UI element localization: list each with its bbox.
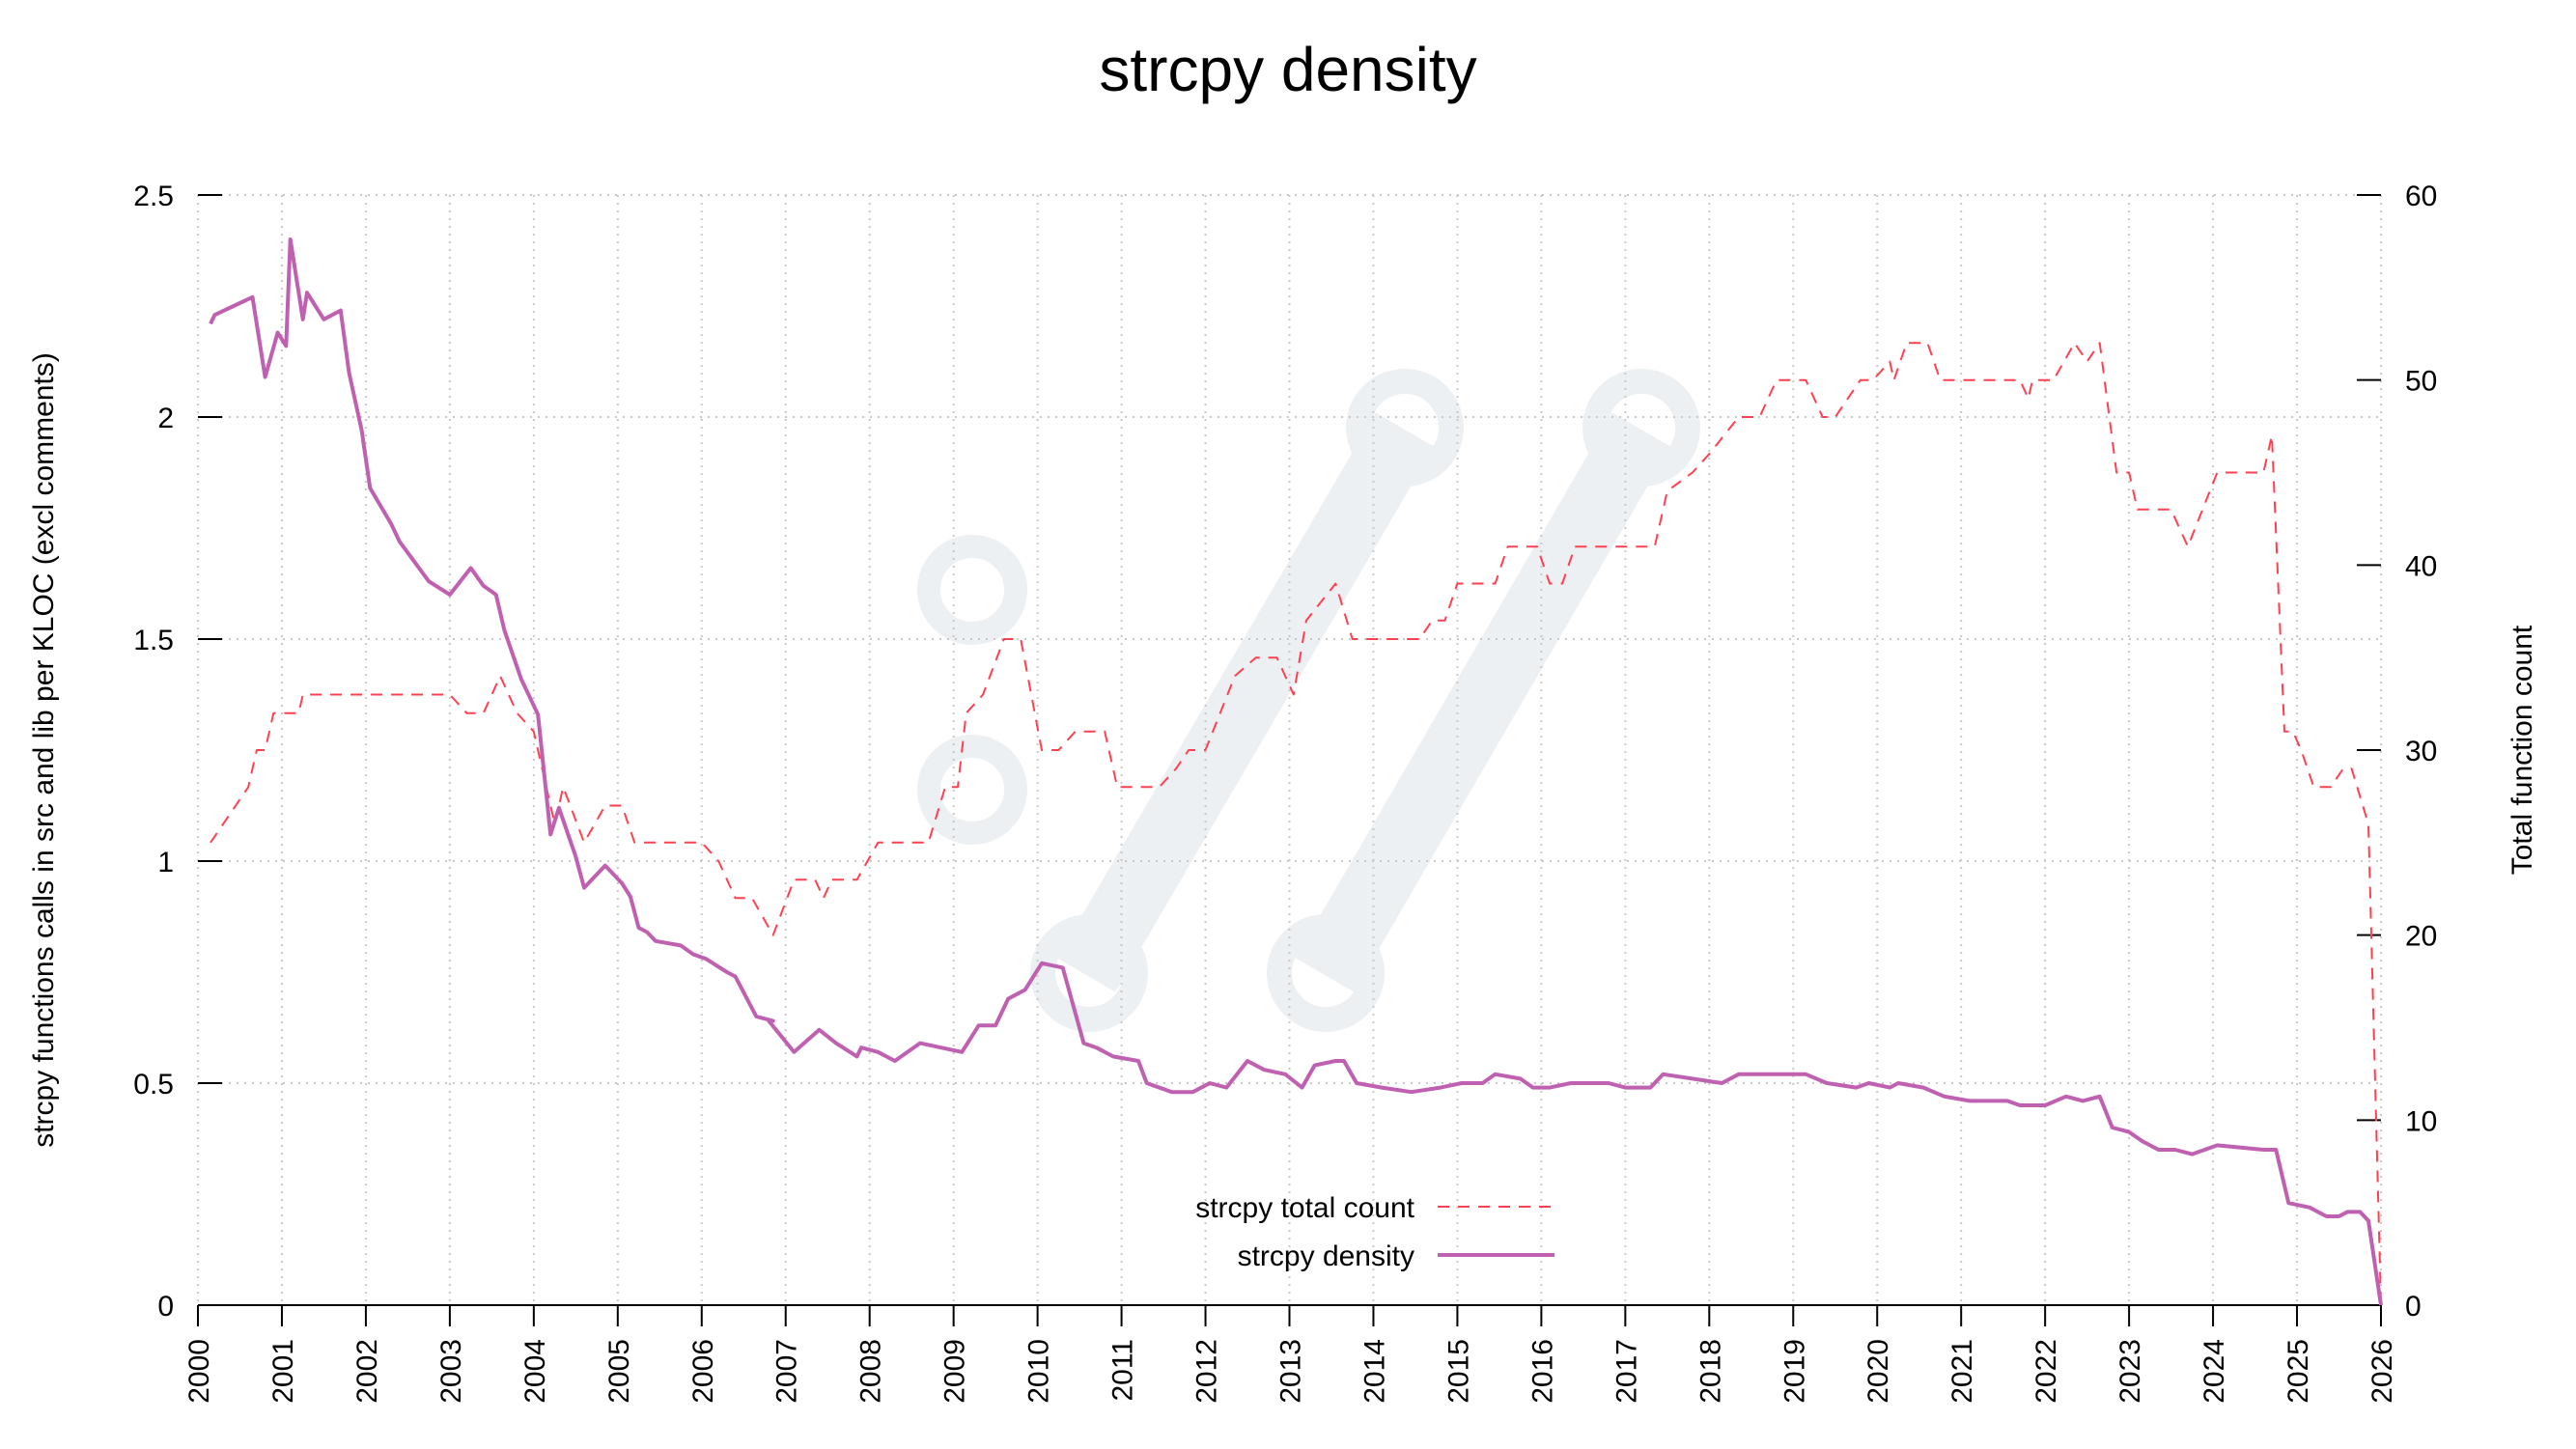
x-tick-label: 2010 [1023, 1339, 1055, 1404]
x-tick-label: 2009 [939, 1339, 971, 1404]
grid [197, 194, 2382, 1306]
y-tick-label: 2.5 [133, 181, 174, 212]
y2-axis-label: Total function count [2506, 625, 2538, 875]
y2-tick-label: 60 [2405, 181, 2437, 212]
x-tick-label: 2026 [2366, 1339, 2398, 1404]
y-tick-label: 0.5 [133, 1069, 174, 1101]
x-tick-label: 2021 [1946, 1339, 1978, 1404]
x-tick-label: 2024 [2198, 1339, 2230, 1404]
y-tick-label: 2 [157, 403, 174, 434]
y2-tick-label: 10 [2405, 1105, 2437, 1137]
series-line-strcpy-total-count [210, 342, 2382, 1306]
x-tick-label: 2007 [771, 1339, 803, 1404]
x-tick-label: 2006 [687, 1339, 719, 1404]
x-tick-label: 2003 [435, 1339, 467, 1404]
y-tick-label: 1 [157, 847, 174, 878]
y2-tick-label: 30 [2405, 736, 2437, 767]
x-tick-label: 2019 [1778, 1339, 1810, 1404]
axes: 2000 2001 2002 2003 2004 2005 2006 2007 2008 2009… [133, 181, 2437, 1404]
x-tick-label: 2001 [267, 1339, 299, 1404]
y-tick-label: 0 [157, 1291, 174, 1323]
series-layer [209, 237, 2383, 1306]
x-tick-label: 2014 [1358, 1339, 1390, 1404]
x-tick-label: 2013 [1275, 1339, 1307, 1404]
x-tick-label: 2002 [351, 1339, 383, 1404]
x-tick-label: 2016 [1526, 1339, 1558, 1404]
y-tick-label: 1.5 [133, 625, 174, 656]
x-tick-label: 2015 [1442, 1339, 1474, 1404]
y-axis-label: strcpy functions calls in src and lib pe… [28, 352, 60, 1148]
y2-tick-label: 0 [2405, 1291, 2422, 1323]
x-tick-label: 2004 [519, 1339, 551, 1404]
x-tick-label: 2020 [1862, 1339, 1894, 1404]
y2-tick-label: 50 [2405, 366, 2437, 398]
x-tick-label: 2018 [1694, 1339, 1726, 1404]
curl-logo-watermark [917, 369, 1700, 1032]
y2-tick-label: 20 [2405, 921, 2437, 953]
chart-title: strcpy density [1099, 35, 1476, 104]
series-line-strcpy-density [209, 237, 2383, 1306]
x-tick-label: 2017 [1610, 1339, 1642, 1404]
x-tick-label: 2012 [1191, 1339, 1223, 1404]
x-tick-label: 2008 [855, 1339, 887, 1404]
x-tick-label: 2011 [1107, 1339, 1139, 1402]
y2-tick-label: 40 [2405, 550, 2437, 582]
x-tick-label: 2000 [183, 1339, 215, 1404]
x-tick-label: 2025 [2282, 1339, 2314, 1404]
x-tick-label: 2023 [2114, 1339, 2146, 1404]
legend-label-total-count: strcpy total count [1195, 1192, 1414, 1224]
legend: strcpy total count strcpy density [1195, 1192, 1554, 1272]
x-tick-label: 2005 [603, 1339, 635, 1404]
legend-label-density: strcpy density [1238, 1240, 1414, 1272]
x-tick-label: 2022 [2030, 1339, 2062, 1404]
